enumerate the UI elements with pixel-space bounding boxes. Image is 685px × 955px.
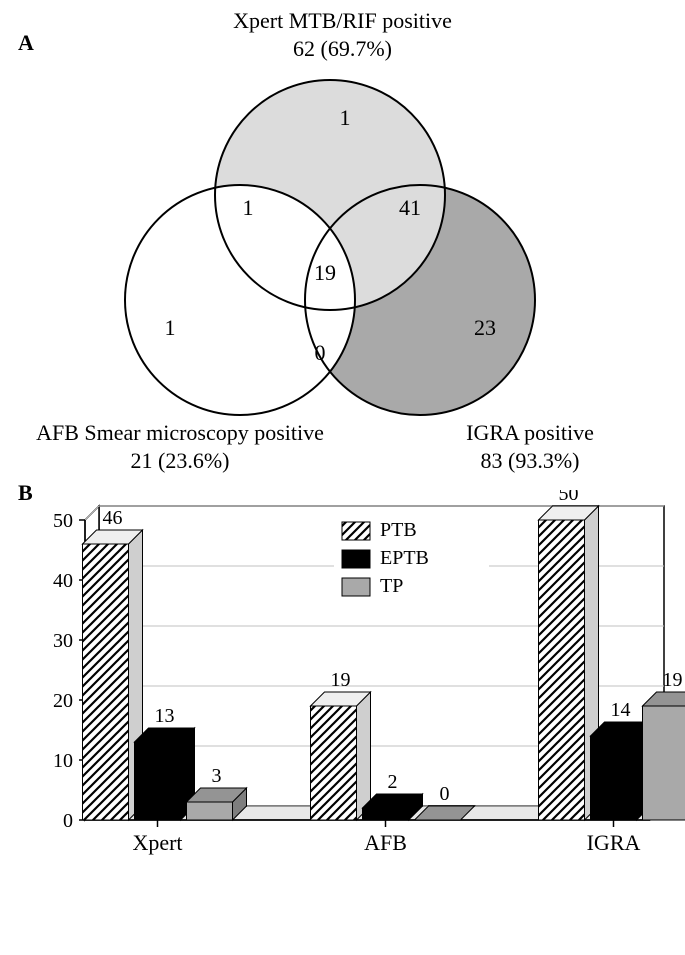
y-tick-label: 0 (63, 810, 73, 832)
panel-a-container: A Xpert MTB/RIF positive 62 (69.7%) 1123… (0, 0, 685, 420)
venn-region-afb-igra: 0 (315, 340, 326, 365)
bar (643, 706, 685, 820)
legend-swatch (342, 522, 370, 540)
legend-swatch (342, 578, 370, 596)
legend-label: PTB (380, 519, 417, 541)
bar-value-label: 50 (559, 490, 579, 505)
bar-value-label: 0 (440, 783, 450, 805)
y-tick-label: 50 (53, 510, 73, 532)
bar-value-label: 46 (103, 507, 123, 529)
legend-label: TP (380, 575, 403, 597)
y-tick-label: 10 (53, 750, 73, 772)
venn-afb-title-1: AFB Smear microscopy positive (10, 420, 350, 446)
venn-afb-title-2: 21 (23.6%) (10, 448, 350, 474)
venn-region-xpert-afb: 1 (243, 195, 254, 220)
venn-igra-title-1: IGRA positive (400, 420, 660, 446)
bar (311, 706, 357, 820)
venn-xpert-title-1: Xpert MTB/RIF positive (0, 8, 685, 34)
bar-chart: 0102030405046133Xpert1920AFB501419IGRAPT… (0, 490, 685, 890)
venn-region-xpert-only: 1 (340, 105, 351, 130)
bar (83, 544, 129, 820)
bar-value-label: 14 (611, 699, 631, 721)
x-category-label: AFB (364, 830, 407, 855)
venn-igra-title-2: 83 (93.3%) (400, 448, 660, 474)
bar-value-label: 13 (155, 705, 175, 727)
bar (187, 802, 233, 820)
panel-b-container: B 0102030405046133Xpert1920AFB501419IGRA… (0, 480, 685, 955)
bar (135, 742, 181, 820)
bar (539, 520, 585, 820)
legend-label: EPTB (380, 547, 429, 569)
venn-region-xpert-igra: 41 (399, 195, 421, 220)
bar (363, 808, 409, 820)
legend-swatch (342, 550, 370, 568)
venn-diagram: 1 1 23 1 41 0 19 (0, 0, 685, 420)
venn-region-all: 19 (314, 260, 336, 285)
venn-xpert-title-2: 62 (69.7%) (0, 36, 685, 62)
venn-region-igra-only: 23 (474, 315, 496, 340)
y-tick-label: 30 (53, 630, 73, 652)
bar-value-label: 19 (331, 669, 351, 691)
x-category-label: Xpert (132, 830, 182, 855)
y-tick-label: 40 (53, 570, 73, 592)
x-category-label: IGRA (587, 830, 641, 855)
bar-value-label: 3 (212, 765, 222, 787)
bar-value-label: 19 (663, 669, 683, 691)
venn-region-afb-only: 1 (165, 315, 176, 340)
bar (591, 736, 637, 820)
bar-value-label: 2 (388, 771, 398, 793)
y-tick-label: 20 (53, 690, 73, 712)
